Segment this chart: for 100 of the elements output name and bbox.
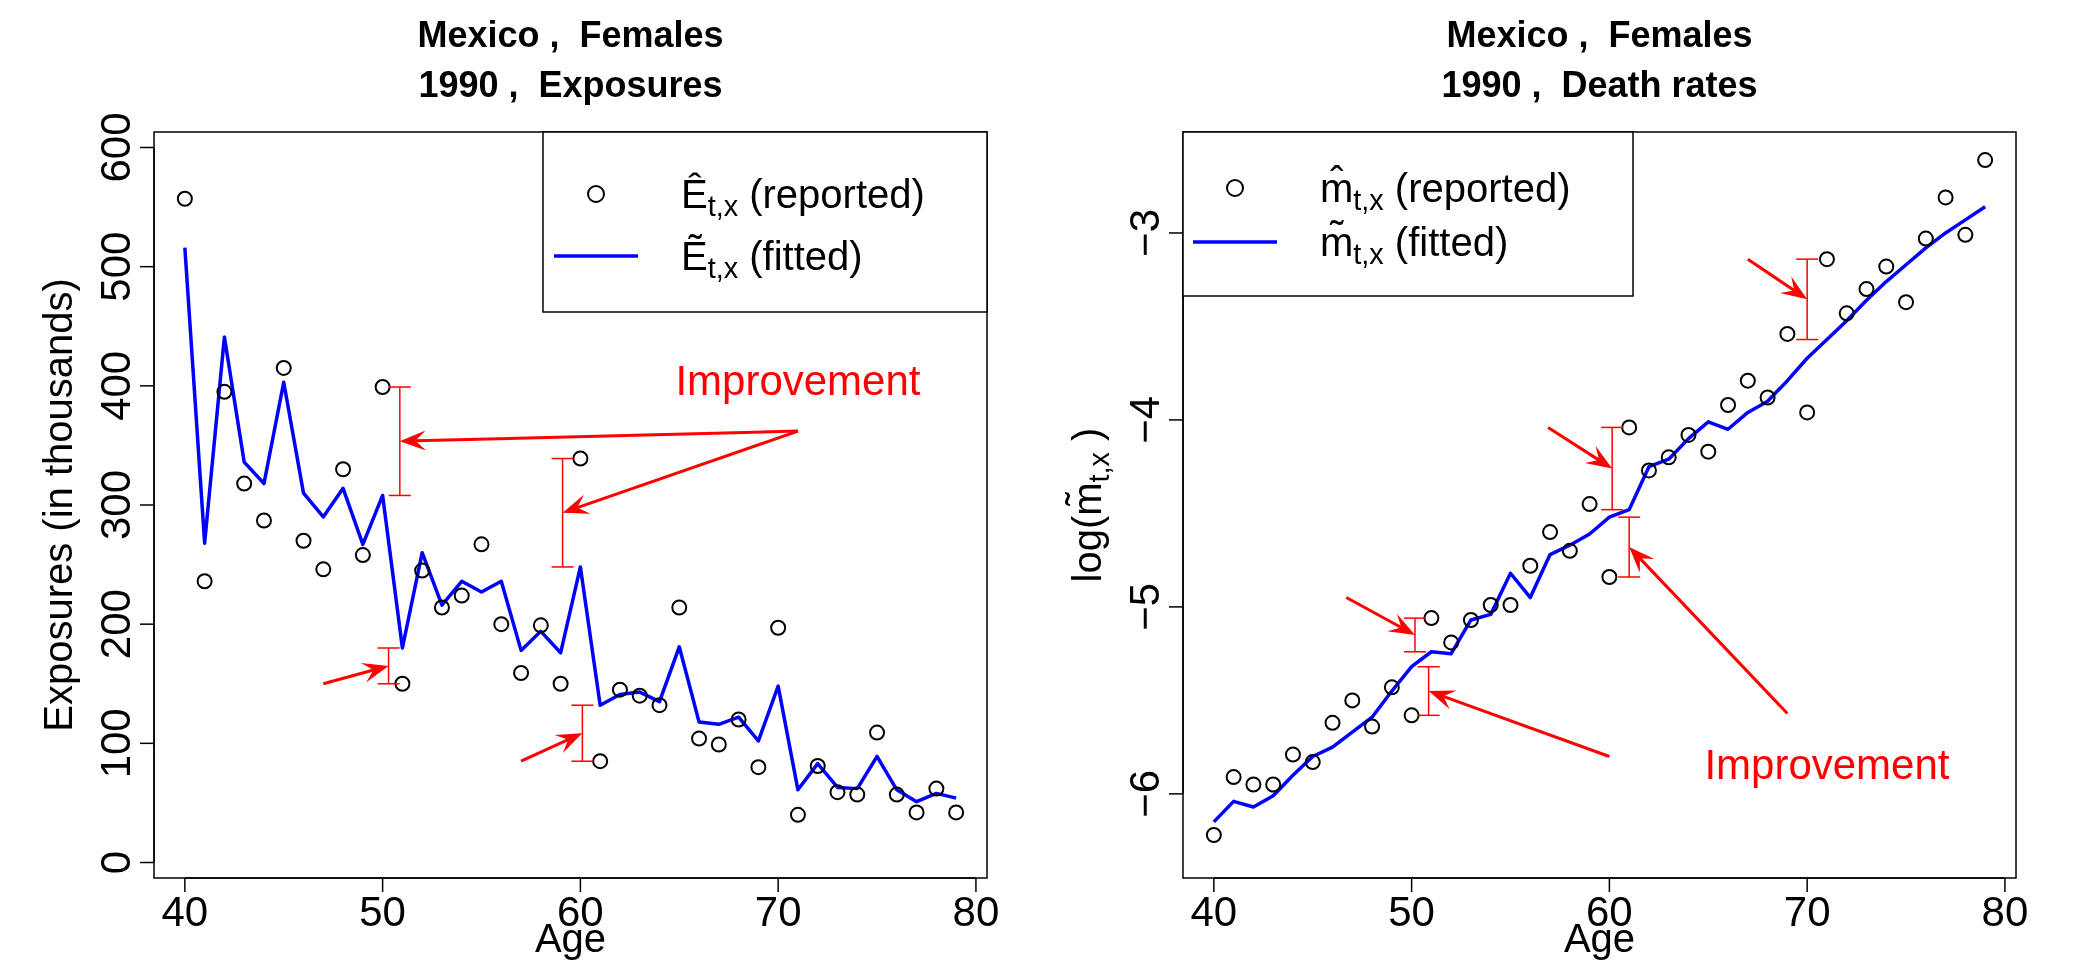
point <box>295 532 312 549</box>
y-tick-label: 600 <box>92 112 139 183</box>
y-tick-label: −4 <box>1121 395 1168 444</box>
point <box>1561 542 1578 559</box>
point <box>1423 610 1440 627</box>
point <box>1502 597 1519 614</box>
point <box>928 780 945 797</box>
point <box>908 804 925 821</box>
point <box>710 736 727 753</box>
y-tick-label: −6 <box>1121 769 1168 818</box>
point <box>1838 305 1855 322</box>
point <box>255 512 272 529</box>
point <box>374 379 391 396</box>
point <box>532 617 549 634</box>
point <box>1680 426 1697 443</box>
y-tick-label: 100 <box>92 708 139 779</box>
point <box>1621 419 1638 436</box>
point <box>789 806 806 823</box>
y-tick-label: 0 <box>92 850 139 875</box>
x-tick-label: 80 <box>1981 888 2029 935</box>
point <box>216 383 233 400</box>
point <box>1482 597 1499 614</box>
legend-label: Ẽ$_{t,x}$ (fitted) <box>681 234 863 285</box>
point <box>1205 827 1222 843</box>
point <box>473 536 490 553</box>
point <box>1858 281 1875 298</box>
point <box>414 562 431 579</box>
point <box>1977 152 1994 169</box>
point <box>1403 707 1420 724</box>
point <box>394 675 411 692</box>
point <box>611 681 628 698</box>
point <box>176 190 193 207</box>
y-tick-label: 200 <box>92 589 139 660</box>
point <box>1245 776 1262 793</box>
point <box>1957 226 1974 243</box>
point <box>750 759 767 776</box>
x-tick-label: 50 <box>1388 888 1435 935</box>
point <box>1937 189 1954 206</box>
point <box>1284 746 1301 763</box>
point <box>1344 692 1361 709</box>
point <box>236 475 253 492</box>
point <box>1898 294 1915 311</box>
legend-label: m̂$_{t,x}$ (reported) <box>1320 165 1571 217</box>
point <box>809 757 826 774</box>
point <box>730 711 747 728</box>
point <box>1443 634 1460 651</box>
point <box>1225 769 1242 786</box>
point <box>552 675 569 692</box>
point <box>1660 449 1677 466</box>
point <box>572 450 589 467</box>
point <box>433 599 450 616</box>
point <box>1324 714 1341 731</box>
point <box>1799 404 1816 421</box>
point <box>1917 230 1934 247</box>
point <box>849 786 866 803</box>
point <box>1364 718 1381 735</box>
point <box>1581 496 1598 513</box>
point <box>493 616 510 633</box>
y-tick-label: −5 <box>1121 582 1168 631</box>
annotation: Improvement <box>1704 740 1950 788</box>
chart-title: Mexico , Females 1990 , Death rates <box>1441 14 1758 105</box>
x-tick-label: 80 <box>952 888 1000 935</box>
point <box>631 687 648 704</box>
x-tick-label: 70 <box>1783 888 1831 935</box>
y-tick-label: 400 <box>92 350 139 421</box>
point <box>829 784 846 801</box>
y-tick-label: 500 <box>92 231 139 302</box>
point <box>315 561 332 578</box>
y-tick-label: 300 <box>92 469 139 541</box>
x-tick-label: 40 <box>161 888 209 935</box>
point <box>1304 754 1321 771</box>
point <box>1759 389 1776 406</box>
point <box>275 359 292 376</box>
point <box>691 730 708 747</box>
x-tick-label: 70 <box>754 888 802 935</box>
y-axis-title: Exposures (in thousands) <box>36 278 80 732</box>
point <box>1720 396 1737 413</box>
point <box>1878 258 1895 275</box>
point <box>453 587 470 604</box>
point <box>1700 443 1717 460</box>
point <box>1640 462 1657 479</box>
point <box>1542 524 1559 541</box>
x-tick-label: 50 <box>359 888 406 935</box>
point <box>592 753 609 770</box>
point <box>513 665 530 682</box>
point <box>948 804 965 821</box>
point <box>671 599 688 616</box>
point <box>1601 568 1618 585</box>
point <box>1383 679 1400 696</box>
annotation: Improvement <box>675 357 921 405</box>
point <box>196 573 213 590</box>
point <box>335 461 352 478</box>
legend-label: Ê$_{t,x}$ (reported) <box>681 172 925 223</box>
point <box>770 619 787 636</box>
point <box>888 786 905 803</box>
x-tick-label: 40 <box>1190 888 1238 935</box>
point <box>1522 557 1539 574</box>
point <box>1462 611 1479 628</box>
legend-label: m̃$_{t,x}$ (fitted) <box>1320 220 1509 271</box>
chart-title: Mexico , Females 1990 , Exposures <box>417 14 724 105</box>
